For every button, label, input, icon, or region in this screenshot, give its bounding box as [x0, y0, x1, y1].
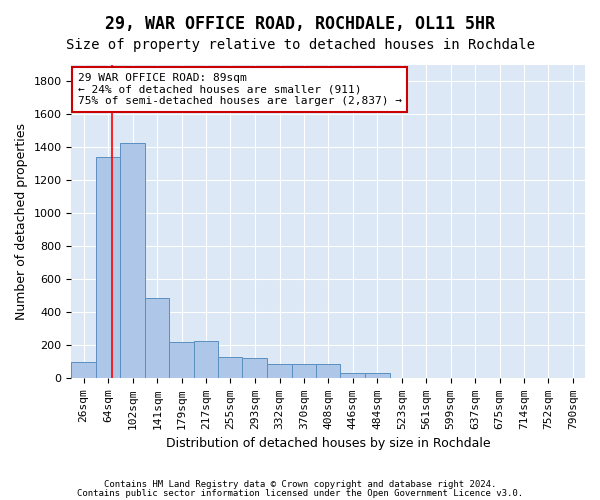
- Bar: [316, 364, 340, 378]
- Bar: [71, 362, 96, 378]
- Bar: [145, 298, 169, 378]
- Bar: [218, 357, 242, 378]
- Bar: [120, 142, 145, 378]
- Text: Contains HM Land Registry data © Crown copyright and database right 2024.: Contains HM Land Registry data © Crown c…: [104, 480, 496, 489]
- Text: Contains public sector information licensed under the Open Government Licence v3: Contains public sector information licen…: [77, 488, 523, 498]
- Text: 29, WAR OFFICE ROAD, ROCHDALE, OL11 5HR: 29, WAR OFFICE ROAD, ROCHDALE, OL11 5HR: [105, 15, 495, 33]
- Bar: [268, 364, 292, 378]
- Y-axis label: Number of detached properties: Number of detached properties: [15, 123, 28, 320]
- Bar: [365, 374, 389, 378]
- Bar: [242, 358, 268, 378]
- Text: Size of property relative to detached houses in Rochdale: Size of property relative to detached ho…: [65, 38, 535, 52]
- Bar: [292, 364, 316, 378]
- Bar: [96, 158, 120, 378]
- Bar: [169, 342, 194, 378]
- Bar: [194, 342, 218, 378]
- X-axis label: Distribution of detached houses by size in Rochdale: Distribution of detached houses by size …: [166, 437, 491, 450]
- Text: 29 WAR OFFICE ROAD: 89sqm
← 24% of detached houses are smaller (911)
75% of semi: 29 WAR OFFICE ROAD: 89sqm ← 24% of detac…: [77, 73, 401, 106]
- Bar: [340, 374, 365, 378]
